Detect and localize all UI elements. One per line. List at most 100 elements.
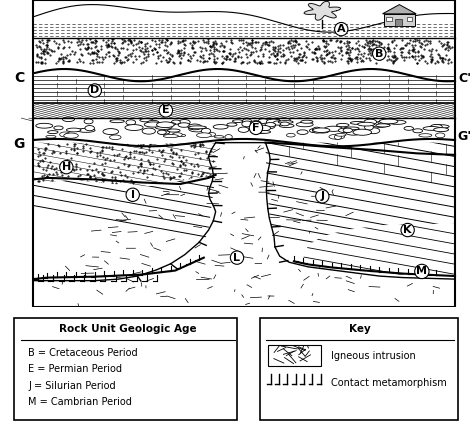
Ellipse shape <box>164 135 178 138</box>
Text: F: F <box>252 123 260 133</box>
Ellipse shape <box>36 123 53 128</box>
Bar <box>33 0 455 307</box>
Bar <box>33 0 455 307</box>
Ellipse shape <box>404 127 413 130</box>
Ellipse shape <box>376 124 390 127</box>
Ellipse shape <box>310 129 319 132</box>
Ellipse shape <box>286 133 295 137</box>
Text: J = Silurian Period: J = Silurian Period <box>28 380 116 391</box>
Ellipse shape <box>158 131 170 134</box>
Ellipse shape <box>261 123 274 127</box>
Ellipse shape <box>225 135 232 139</box>
FancyBboxPatch shape <box>260 319 458 420</box>
Ellipse shape <box>177 134 186 137</box>
Ellipse shape <box>188 124 202 130</box>
Ellipse shape <box>266 119 281 125</box>
Ellipse shape <box>367 128 380 134</box>
Ellipse shape <box>324 126 343 131</box>
Ellipse shape <box>167 129 180 132</box>
Ellipse shape <box>253 125 271 131</box>
Ellipse shape <box>329 134 345 139</box>
Text: E: E <box>162 105 170 115</box>
FancyBboxPatch shape <box>14 319 237 420</box>
Text: J: J <box>320 191 324 201</box>
Ellipse shape <box>265 123 276 127</box>
Ellipse shape <box>350 121 365 124</box>
Ellipse shape <box>172 132 182 137</box>
Text: A: A <box>337 24 346 34</box>
Ellipse shape <box>378 121 391 125</box>
Ellipse shape <box>77 128 95 132</box>
Ellipse shape <box>346 130 361 135</box>
Ellipse shape <box>157 130 166 135</box>
Polygon shape <box>303 224 455 278</box>
Ellipse shape <box>388 120 406 124</box>
Text: Igneous intrusion: Igneous intrusion <box>331 351 416 361</box>
Ellipse shape <box>344 127 359 130</box>
Ellipse shape <box>242 121 253 127</box>
Ellipse shape <box>125 124 143 130</box>
Bar <box>386 17 392 21</box>
Ellipse shape <box>109 135 121 140</box>
Bar <box>33 141 455 307</box>
Text: C: C <box>14 71 24 85</box>
Ellipse shape <box>66 128 81 132</box>
Ellipse shape <box>278 121 293 124</box>
Ellipse shape <box>353 129 372 135</box>
Ellipse shape <box>337 124 349 127</box>
Ellipse shape <box>312 127 321 133</box>
Ellipse shape <box>379 119 398 124</box>
Ellipse shape <box>423 127 441 130</box>
Text: B = Cretaceous Period: B = Cretaceous Period <box>28 348 138 357</box>
Ellipse shape <box>357 122 374 126</box>
Ellipse shape <box>338 128 352 132</box>
Ellipse shape <box>413 129 423 133</box>
Ellipse shape <box>110 120 124 123</box>
Ellipse shape <box>85 126 94 131</box>
Ellipse shape <box>144 122 163 127</box>
Text: E = Permian Period: E = Permian Period <box>28 364 122 374</box>
Text: I: I <box>131 190 135 200</box>
Text: H: H <box>62 162 71 172</box>
Ellipse shape <box>54 126 63 130</box>
Ellipse shape <box>155 125 172 130</box>
Ellipse shape <box>142 128 155 134</box>
Ellipse shape <box>365 124 374 130</box>
Ellipse shape <box>103 129 118 135</box>
FancyBboxPatch shape <box>268 345 320 366</box>
Ellipse shape <box>201 128 211 134</box>
Text: Key: Key <box>349 324 371 334</box>
Ellipse shape <box>84 119 93 124</box>
Ellipse shape <box>419 134 432 137</box>
Ellipse shape <box>242 119 252 124</box>
Ellipse shape <box>189 127 206 132</box>
Ellipse shape <box>140 118 153 122</box>
Ellipse shape <box>301 120 313 123</box>
Text: Rock Unit Geologic Age: Rock Unit Geologic Age <box>59 324 197 334</box>
Text: G: G <box>13 137 25 151</box>
Text: B: B <box>375 49 383 59</box>
Ellipse shape <box>197 133 211 138</box>
Polygon shape <box>33 143 455 307</box>
Polygon shape <box>33 143 216 187</box>
Ellipse shape <box>64 134 72 137</box>
Ellipse shape <box>232 120 243 123</box>
Ellipse shape <box>296 122 313 127</box>
Ellipse shape <box>432 125 449 128</box>
Ellipse shape <box>164 123 175 126</box>
Polygon shape <box>265 143 455 278</box>
Ellipse shape <box>46 135 56 138</box>
Ellipse shape <box>364 119 377 125</box>
Ellipse shape <box>258 130 271 133</box>
Text: K: K <box>403 225 412 235</box>
Ellipse shape <box>213 124 228 129</box>
Ellipse shape <box>258 119 269 124</box>
Ellipse shape <box>436 133 445 138</box>
Ellipse shape <box>430 124 442 129</box>
Ellipse shape <box>372 122 389 127</box>
Ellipse shape <box>297 130 308 135</box>
Ellipse shape <box>336 133 346 136</box>
Ellipse shape <box>178 123 190 127</box>
Ellipse shape <box>126 120 136 125</box>
Ellipse shape <box>279 124 294 127</box>
